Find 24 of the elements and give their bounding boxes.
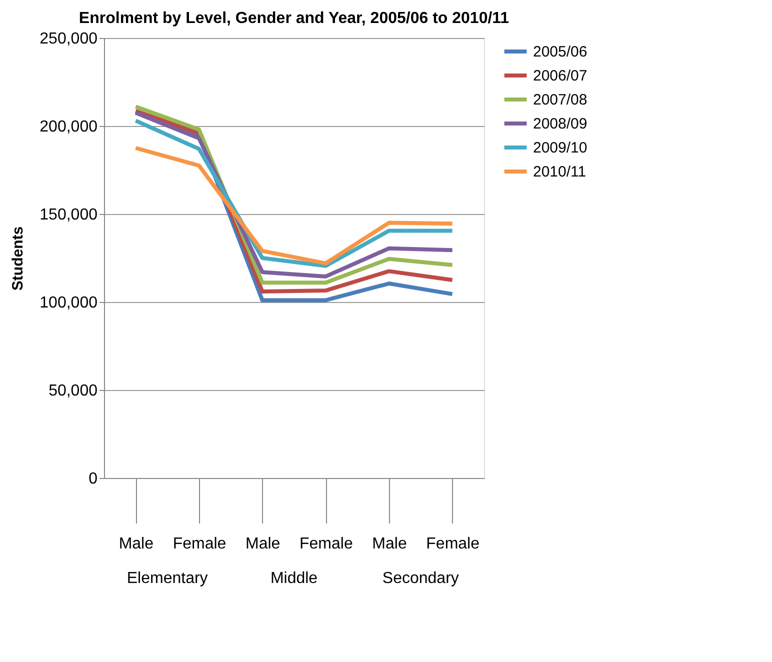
- x-tick-label: Female: [299, 536, 353, 552]
- x-tick-label: Male: [372, 536, 407, 552]
- y-tick-label: 50,000: [48, 382, 98, 400]
- legend-label: 2010/11: [533, 164, 586, 180]
- y-axis-title: Students: [10, 226, 27, 291]
- x-tick-label: Male: [118, 536, 154, 552]
- text: Secondary: [382, 570, 459, 587]
- y-tick-label: 100,000: [40, 294, 98, 312]
- legend-label: 2007/08: [533, 92, 588, 108]
- x-tick-label: Female: [426, 536, 480, 552]
- x-tick-label: Female: [172, 536, 226, 552]
- legend-label: 2005/06: [533, 44, 588, 60]
- legend-label: 2008/09: [533, 116, 588, 132]
- y-tick-label: 200,000: [40, 118, 98, 136]
- text: Elementary: [126, 570, 208, 587]
- y-tick-label: 150,000: [40, 206, 98, 224]
- chart-title: Enrolment by Level, Gender and Year, 2005/06 to 2010/11: [78, 10, 510, 27]
- line-series: [134, 146, 454, 266]
- legend-label: 2006/07: [533, 68, 588, 84]
- x-tick-label: Male: [245, 536, 280, 552]
- y-tick-label: 250,000: [40, 30, 98, 48]
- y-tick-label: 0: [88, 470, 98, 488]
- text: Middle: [270, 570, 318, 587]
- legend-label: 2009/10: [533, 140, 588, 156]
